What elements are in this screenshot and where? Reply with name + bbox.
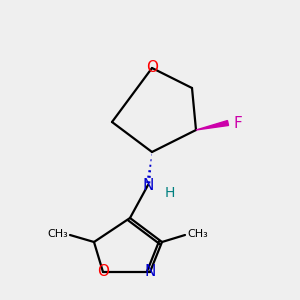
Text: N: N [144, 265, 156, 280]
Text: H: H [165, 186, 175, 200]
Text: F: F [234, 116, 242, 130]
Text: CH₃: CH₃ [47, 229, 68, 239]
Text: N: N [142, 178, 154, 193]
Text: O: O [146, 61, 158, 76]
Text: O: O [97, 265, 109, 280]
Polygon shape [196, 121, 229, 130]
Text: CH₃: CH₃ [187, 229, 208, 239]
